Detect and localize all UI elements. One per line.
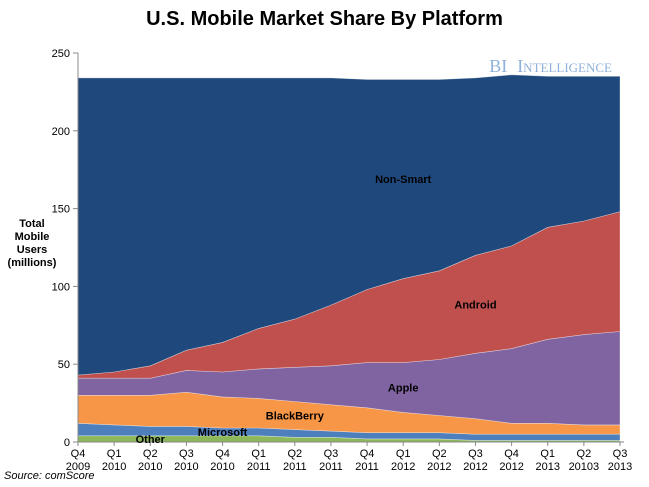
x-tick-label: Q1 2013 <box>535 448 559 473</box>
x-tick-quarter: Q1 <box>396 448 411 460</box>
x-tick-year: 2010 <box>102 461 126 473</box>
x-tick-label: Q2 20103 <box>569 448 600 473</box>
x-tick-label: Q1 2010 <box>102 448 126 473</box>
x-tick-year: 2010 <box>138 461 162 473</box>
x-tick-label: Q1 2012 <box>391 448 415 473</box>
x-tick-quarter: Q4 <box>71 448 86 460</box>
x-tick-quarter: Q2 <box>577 448 592 460</box>
x-tick-quarter: Q2 <box>287 448 302 460</box>
x-tick-quarter: Q1 <box>107 448 122 460</box>
x-tick-year: 20103 <box>569 461 600 473</box>
x-tick-year: 2012 <box>499 461 523 473</box>
brand-second: Intelligence <box>517 56 612 76</box>
area-label-blackberry: BlackBerry <box>266 411 325 423</box>
x-tick-label: Q2 2011 <box>283 448 307 473</box>
x-tick-year: 2011 <box>247 461 271 473</box>
y-axis-label-line: (millions) <box>7 257 57 269</box>
x-tick-quarter: Q4 <box>215 448 230 460</box>
x-tick-quarter: Q2 <box>432 448 447 460</box>
x-tick-quarter: Q4 <box>504 448 519 460</box>
x-tick-year: 2012 <box>427 461 451 473</box>
x-tick-quarter: Q4 <box>360 448 375 460</box>
area-label-android: Android <box>454 299 496 311</box>
brand-first: BI <box>489 56 507 76</box>
x-tick-year: 2009 <box>66 461 90 473</box>
area-label-apple: Apple <box>388 383 419 395</box>
x-tick-label: Q4 2012 <box>499 448 523 473</box>
x-tick-year: 2012 <box>391 461 415 473</box>
x-tick-label: Q4 2009 <box>66 448 90 473</box>
area-non-smart <box>77 74 621 376</box>
source-note: Source: comScore <box>4 470 95 482</box>
y-tick-label: 50 <box>58 359 70 371</box>
area-label-non-smart: Non-Smart <box>375 174 432 186</box>
y-axis-label: Total Mobile Users (millions) <box>2 218 62 270</box>
x-tick-year: 2012 <box>463 461 487 473</box>
x-tick-quarter: Q3 <box>613 448 628 460</box>
y-axis-label-line: Users <box>16 244 48 256</box>
x-tick-quarter: Q1 <box>540 448 555 460</box>
x-tick-year: 2010 <box>210 461 234 473</box>
x-tick-label: Q4 2011 <box>355 448 379 473</box>
x-tick-year: 2011 <box>319 461 343 473</box>
chart-areas <box>77 74 621 443</box>
chart-area-labels: Other Microsoft BlackBerry Apple Android Non-… <box>136 174 497 446</box>
x-tick-year: 2011 <box>283 461 307 473</box>
x-tick-label: Q3 2012 <box>463 448 487 473</box>
x-tick-quarter: Q2 <box>143 448 158 460</box>
chart-title: U.S. Mobile Market Share By Platform <box>146 8 503 30</box>
y-tick-label: 0 <box>64 437 70 449</box>
x-tick-label: Q1 2011 <box>247 448 271 473</box>
y-tick-label: 250 <box>52 48 70 60</box>
y-tick-label: 200 <box>52 126 70 138</box>
bi-intelligence-logo: BI Intelligence <box>489 56 612 76</box>
x-tick-quarter: Q3 <box>468 448 483 460</box>
x-tick-year: 2013 <box>535 461 559 473</box>
y-tick-label: 100 <box>52 281 70 293</box>
x-tick-label: Q3 2011 <box>319 448 343 473</box>
x-tick-label: Q2 2010 <box>138 448 162 473</box>
area-label-other: Other <box>136 434 166 446</box>
x-tick-label: Q4 2010 <box>210 448 234 473</box>
y-axis-label-line: Mobile <box>14 231 50 243</box>
x-tick-quarter: Q1 <box>251 448 266 460</box>
x-tick-label: Q3 2010 <box>174 448 198 473</box>
y-tick-label: 150 <box>52 204 70 216</box>
area-label-microsoft: Microsoft <box>198 427 248 439</box>
x-tick-year: 2010 <box>174 461 198 473</box>
x-tick-quarter: Q3 <box>179 448 194 460</box>
x-tick-year: 2011 <box>355 461 379 473</box>
x-tick-year: 2013 <box>608 461 632 473</box>
x-tick-quarter: Q3 <box>324 448 339 460</box>
x-tick-label: Q3 2013 <box>608 448 632 473</box>
y-axis-label-line: Total <box>19 218 45 230</box>
x-tick-label: Q2 2012 <box>427 448 451 473</box>
